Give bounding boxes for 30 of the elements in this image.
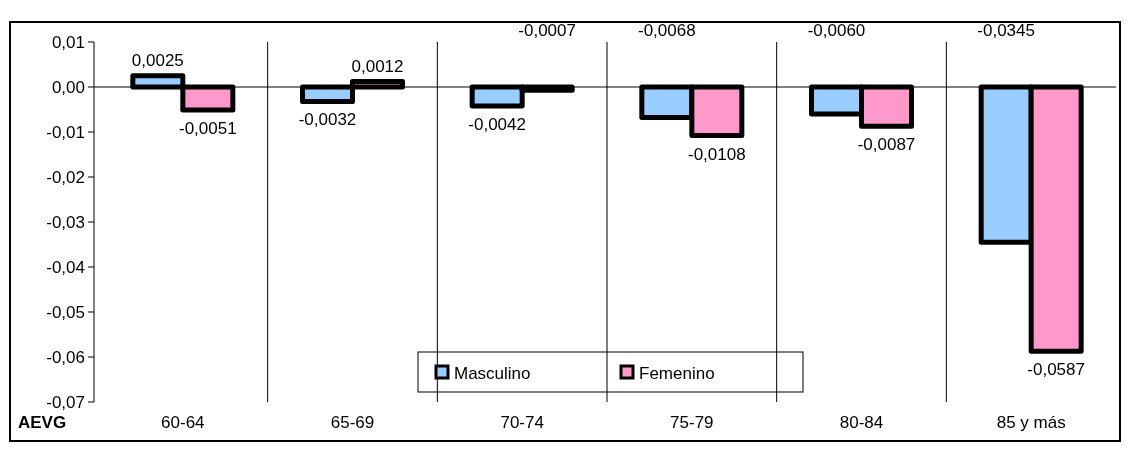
y-tick-label: -0,07 xyxy=(46,393,85,412)
text: -0,0345 xyxy=(977,21,1035,40)
x-tick-label: 80-84 xyxy=(839,413,884,432)
x-tick-label: 85 y más xyxy=(996,413,1066,432)
text: -0,0051 xyxy=(179,118,237,138)
text: -0,0060 xyxy=(807,21,866,40)
text: -0,0007 xyxy=(518,21,576,40)
text: -0,0087 xyxy=(857,135,916,155)
x-tick-label: 65-69 xyxy=(330,413,375,432)
y-tick-label: 0,01 xyxy=(51,33,85,52)
x-axis-title: AEVG xyxy=(18,413,67,432)
text: -0,0108 xyxy=(688,144,746,164)
x-tick-label: 70-74 xyxy=(500,413,544,432)
text: 0,0012 xyxy=(351,56,404,76)
text: 0,0025 xyxy=(131,50,184,70)
y-tick-label: 0,00 xyxy=(51,78,85,97)
y-tick-label: -0,05 xyxy=(46,303,85,322)
y-tick-label: -0,01 xyxy=(46,123,85,142)
y-tick-label: -0,02 xyxy=(46,168,85,187)
y-tick-label: -0,06 xyxy=(46,348,85,367)
text: -0,0042 xyxy=(468,114,526,134)
text: -0,0587 xyxy=(1027,360,1085,380)
x-tick-label: 75-79 xyxy=(670,413,714,432)
y-tick-label: -0,04 xyxy=(46,258,85,277)
text: -0,0032 xyxy=(298,110,357,130)
legend-label: Femenino xyxy=(639,364,715,383)
legend-label: Masculino xyxy=(454,364,531,383)
y-tick-label: -0,03 xyxy=(46,213,85,232)
x-tick-label: 60-64 xyxy=(161,413,205,432)
text: -0,0068 xyxy=(638,21,696,40)
